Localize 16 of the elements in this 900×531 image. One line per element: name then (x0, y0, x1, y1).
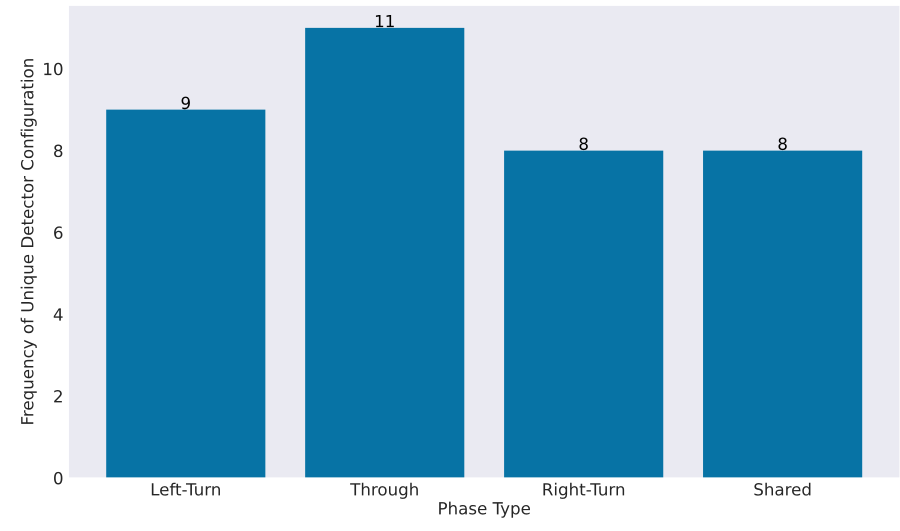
x-tick-label: Right-Turn (543, 482, 624, 499)
y-axis-title: Frequency of Unique Detector Configuration (20, 59, 37, 424)
x-axis-title: Phase Type (439, 502, 530, 518)
y-tick-label: 4 (54, 308, 63, 321)
data-label: 11 (376, 14, 394, 28)
y-tick-label: 0 (54, 472, 62, 484)
x-tick-label: Shared (754, 482, 810, 496)
data-label: 9 (182, 96, 190, 110)
x-tick-label: Left-Turn (152, 482, 220, 496)
y-tick-label: 6 (54, 226, 62, 239)
y-tick-label: 8 (54, 144, 62, 158)
data-label: 8 (778, 138, 787, 150)
data-label: 8 (580, 138, 588, 150)
y-tick-label: 2 (54, 390, 62, 402)
x-tick-label: Through (350, 482, 418, 499)
y-tick-label: 10 (44, 62, 62, 76)
